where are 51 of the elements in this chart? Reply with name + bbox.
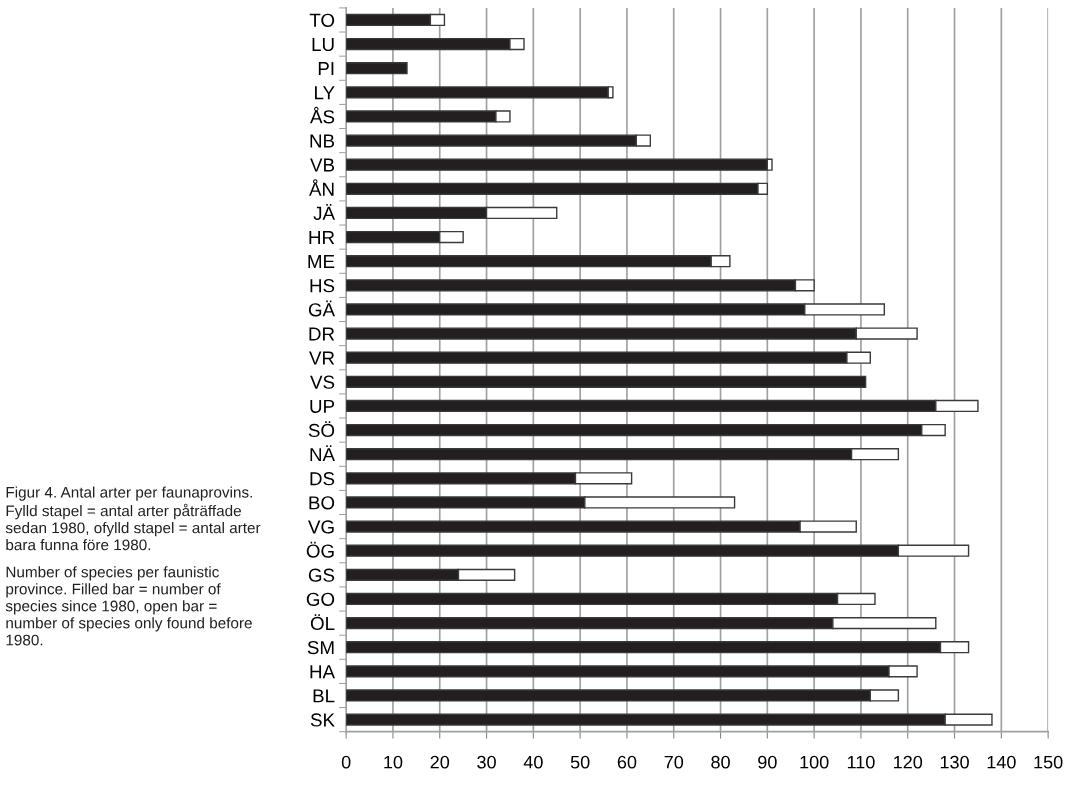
- x-tick-label: 140: [987, 755, 1016, 769]
- y-tick-label: ME: [308, 255, 335, 269]
- y-tick-label: PI: [318, 62, 334, 76]
- y-tick-label: ÅS: [310, 106, 335, 124]
- y-tick-label: ÅN: [309, 179, 334, 196]
- bar: [346, 158, 769, 171]
- y-tick-label: JÄ: [313, 204, 335, 220]
- y-tick-label: HS: [310, 279, 335, 293]
- y-tick-label: VR: [309, 351, 335, 365]
- x-tick-label: 110: [847, 755, 875, 769]
- x-tick-label: 30: [477, 755, 496, 769]
- y-tick-label: NÄ: [310, 445, 335, 462]
- x-tick-label: 40: [523, 755, 543, 769]
- y-tick-label: ÖL: [310, 614, 335, 631]
- x-tick-label: 50: [570, 755, 590, 769]
- x-tick-label: 90: [758, 755, 777, 769]
- y-tick-label: DS: [310, 472, 335, 486]
- y-tick-label: UP: [310, 399, 335, 413]
- x-tick-label: 120: [894, 755, 923, 769]
- x-tick-label: 100: [800, 755, 829, 769]
- x-tick-label: 60: [617, 755, 637, 769]
- bar: [346, 62, 408, 75]
- y-tick-label: VG: [308, 520, 334, 534]
- x-tick-label: 130: [940, 755, 969, 769]
- x-tick-label: 150: [1034, 755, 1063, 769]
- bar: [346, 375, 867, 388]
- text: Number of species per faunistic province. Filled bar = number of species since 1980, open bar = number of species only found before 1980.: [5, 566, 252, 646]
- y-tick-label: GO: [306, 592, 335, 606]
- y-tick-label: ÖG: [306, 541, 334, 558]
- x-tick-label: 0: [341, 755, 351, 769]
- y-tick-label: GÄ: [308, 300, 335, 317]
- y-tick-label: VB: [310, 158, 335, 172]
- x-tick-label: 10: [384, 755, 403, 769]
- y-tick-label: GS: [308, 568, 335, 582]
- y-tick-label: HA: [310, 665, 335, 679]
- y-tick-label: NB: [310, 134, 335, 148]
- y-tick-label: VS: [310, 375, 335, 389]
- y-tick-label: DR: [309, 327, 335, 341]
- y-tick-label: BO: [309, 496, 335, 510]
- y-tick-label: TO: [309, 13, 335, 27]
- y-tick-label: HR: [309, 231, 335, 244]
- y-tick-label: LU: [312, 37, 334, 52]
- x-tick-label: 70: [664, 755, 684, 769]
- y-tick-label: SK: [310, 713, 335, 727]
- x-tick-label: 20: [430, 755, 450, 769]
- y-tick-label: BL: [313, 689, 335, 703]
- y-tick-label: SM: [307, 640, 334, 655]
- text: Figur 4. Antal arter per faunaprovins. Fylld stapel = antal arter påträffade sedan 1980, ofylld stapel = antal arter bara funna före 1980.: [5, 486, 261, 551]
- y-tick-label: LY: [315, 86, 335, 100]
- y-tick-label: SÖ: [308, 421, 335, 438]
- x-tick-label: 80: [711, 755, 730, 769]
